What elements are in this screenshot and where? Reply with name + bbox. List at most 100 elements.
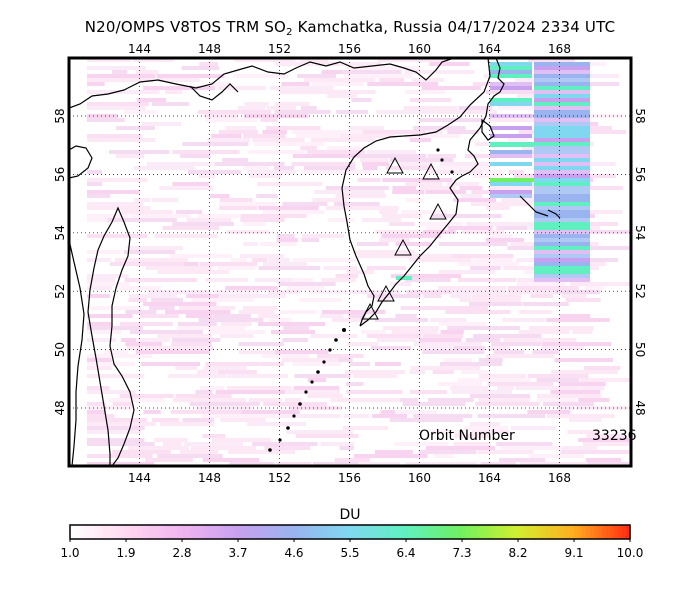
so2-pixel [477,450,534,454]
so2-pixel [367,294,421,298]
volcano-triangle [394,238,412,256]
so2-pixel [410,98,452,102]
okhotsk-north-coast [69,58,455,109]
so2-pixel [507,138,528,142]
so2-pixel [333,202,380,206]
so2-pixel [405,182,443,186]
karaginsky-island [481,118,495,141]
so2-pixel [534,250,590,254]
so2-pixel [87,282,129,286]
so2-pixel [374,362,401,366]
so2-pixel [534,266,590,270]
colorbar-segment [606,525,611,539]
so2-pixel [450,386,489,390]
so2-pixel [196,406,251,410]
latitude-labels-right: 48 50 52 54 56 58 [633,108,647,415]
so2-pixel [181,66,220,70]
so2-pixel [353,454,428,458]
so2-pixel [380,410,396,414]
so2-pixel [119,322,173,326]
so2-pixel [409,370,426,374]
so2-pixel [293,386,340,390]
so2-pixel [87,414,115,418]
so2-pixel [498,106,559,110]
so2-pixel [321,278,356,282]
so2-pixel [211,438,272,442]
so2-pixel [534,74,590,78]
colorbar-segment [526,525,531,539]
so2-pixel [317,354,364,358]
so2-pixel [485,238,524,242]
so2-pixel [151,102,190,106]
so2-pixel [202,434,226,438]
so2-pixel [87,338,117,342]
lat-tick-left: 56 [53,167,67,182]
so2-pixel [507,290,555,294]
small-island [450,170,454,174]
so2-pixel [534,98,590,102]
so2-pixel [107,218,177,222]
colorbar-label: 6.4 [396,546,415,560]
so2-pixel [120,338,137,342]
so2-pixel [534,90,590,94]
so2-pixel [532,350,560,354]
so2-pixel [496,226,528,230]
so2-pixel [463,426,509,430]
so2-pixel [534,122,590,126]
so2-pixel [434,454,454,458]
colorbar-segment [474,525,479,539]
lat-tick-right: 58 [633,108,647,123]
so2-pixel [327,94,357,98]
so2-pixel [522,302,569,306]
colorbar-segment [182,525,187,539]
so2-pixel [457,262,519,266]
so2-pixel [217,370,257,374]
so2-pixel [534,118,590,122]
so2-pixel [534,166,590,170]
so2-pixel [570,282,631,286]
colorbar-label: 9.1 [564,546,583,560]
so2-pixel [300,58,329,62]
so2-pixel [400,306,423,310]
colorbar-segment [318,525,323,539]
so2-pixel [534,174,590,178]
colorbar-segment [338,525,343,539]
so2-pixel [169,254,232,258]
colorbar-segment [262,525,267,539]
so2-pixel [554,290,600,294]
lon-tick-top: 160 [408,42,431,56]
so2-pixel [362,166,378,170]
lon-tick-top: 148 [198,42,221,56]
so2-pixel [361,162,390,166]
so2-pixel [453,290,506,294]
so2-pixel [336,110,368,114]
colorbar-segment [582,525,587,539]
so2-pixel [129,294,178,298]
so2-pixel [218,130,259,134]
colorbar-segment [386,525,391,539]
map-title: N20/OMPS V8TOS TRM SO2 Kamchatka, Russia… [0,18,700,38]
colorbar-segment [194,525,199,539]
so2-pixel [389,418,463,422]
so2-pixel [490,86,532,90]
so2-pixel [573,114,623,118]
colorbar-segment [506,525,511,539]
so2-pixel [470,202,533,206]
so2-pixel [87,430,142,434]
so2-pixel [366,266,406,270]
so2-pixel [87,250,122,254]
so2-pixel [179,450,219,454]
so2-pixel [145,266,213,270]
lon-tick-bottom: 148 [198,471,221,485]
so2-pixel [134,198,150,202]
so2-pixel [382,214,423,218]
so2-pixel [558,382,606,386]
kuril-island [316,370,320,374]
so2-pixel [266,126,321,130]
so2-pixel [534,126,590,130]
so2-pixel [274,110,331,114]
so2-pixel [263,402,328,406]
so2-pixel [233,74,289,78]
colorbar-segment [402,525,407,539]
so2-pixel [314,62,343,66]
